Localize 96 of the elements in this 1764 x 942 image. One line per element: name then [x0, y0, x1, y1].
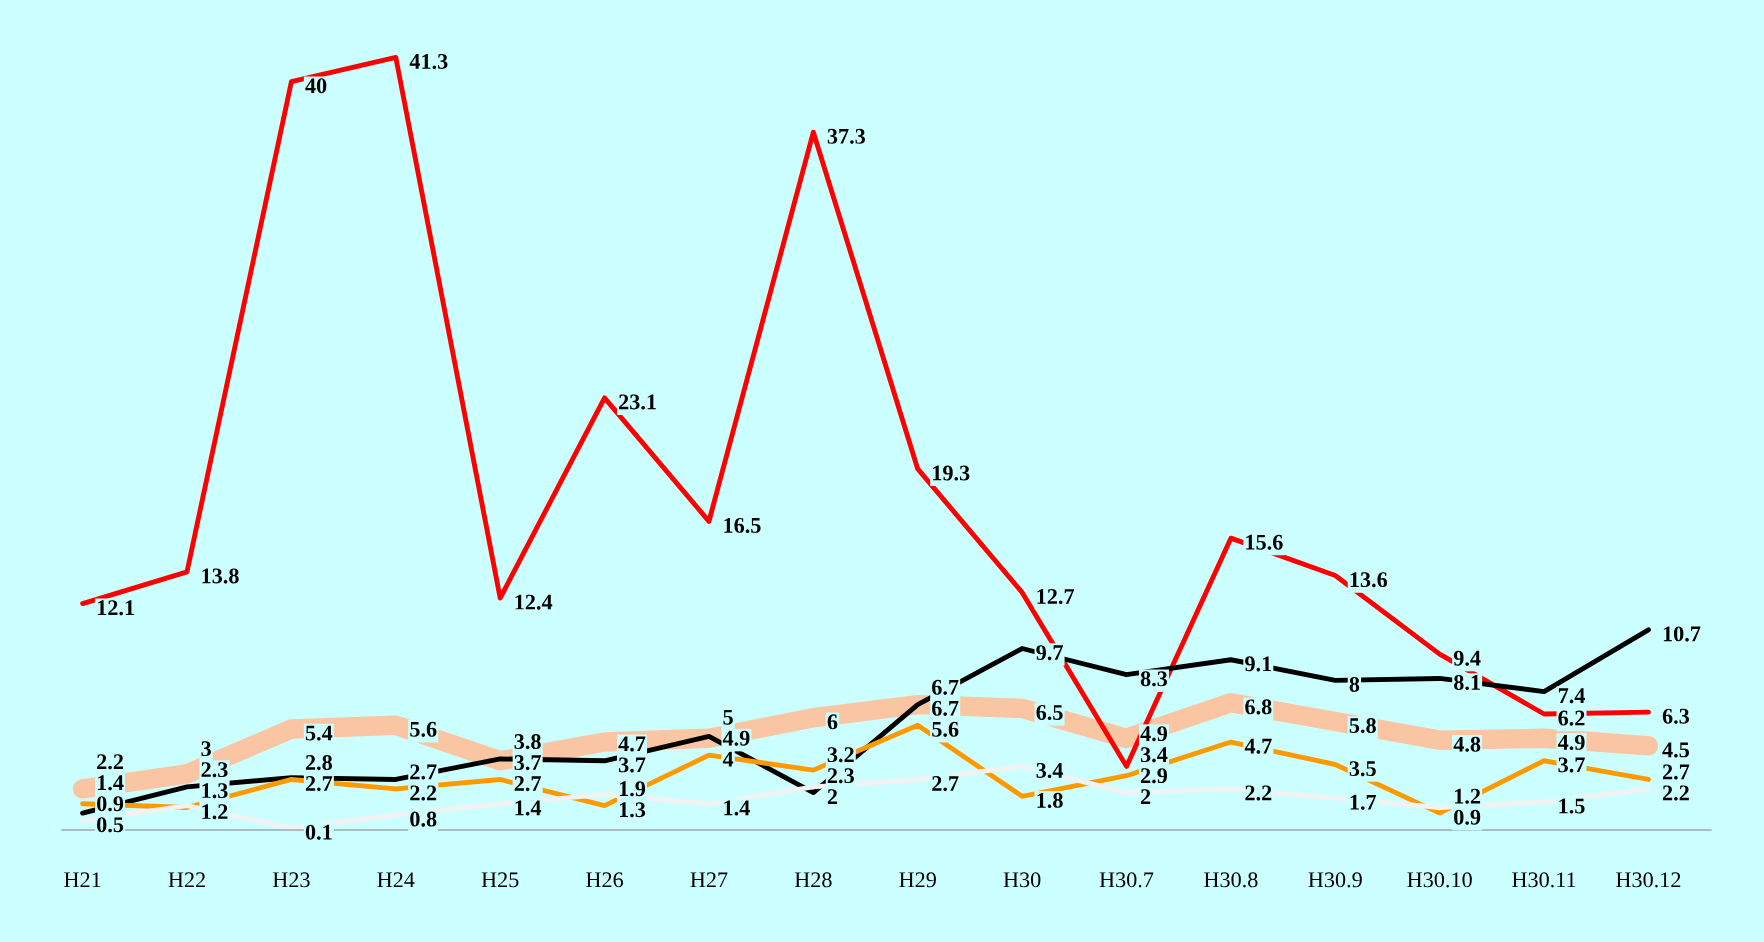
data-label: 2.3 [201, 762, 228, 778]
data-label: 2.7 [1662, 764, 1690, 780]
data-label: 3 [201, 741, 211, 757]
x-tick-label: H29 [899, 872, 936, 888]
data-label: 6 [827, 714, 838, 730]
data-label: 0.9 [1454, 809, 1481, 825]
data-label: 5.4 [305, 725, 333, 741]
data-label: 6.2 [1558, 710, 1585, 726]
data-label: 41.3 [409, 54, 448, 70]
data-label: 1.3 [202, 783, 228, 799]
data-label: 12.4 [515, 594, 553, 610]
data-label: 3.5 [1349, 761, 1376, 777]
data-label: 3.8 [514, 734, 541, 750]
data-label: 40 [305, 78, 327, 94]
data-label: 6.3 [1662, 708, 1690, 724]
x-tick-label: H30 [1003, 872, 1041, 888]
data-label: 1.2 [202, 804, 228, 820]
data-label: 1.7 [1350, 794, 1377, 810]
data-label: 0.8 [410, 811, 437, 827]
x-tick-label: H24 [377, 872, 415, 888]
data-label: 4.7 [618, 736, 646, 752]
data-label: 2.7 [305, 776, 333, 792]
data-label: 4.9 [1140, 726, 1168, 742]
data-label: 9.7 [1036, 645, 1063, 661]
x-tick-label: H21 [64, 872, 101, 888]
data-label: 2.7 [410, 764, 437, 780]
x-tick-label: H28 [794, 872, 832, 888]
data-label: 4.9 [722, 730, 750, 746]
data-label: 2.2 [1662, 785, 1689, 801]
data-label: 1.4 [515, 800, 542, 816]
data-label: 4.8 [1453, 736, 1481, 752]
data-label: 8.1 [1453, 675, 1480, 691]
x-tick-label: H23 [272, 872, 310, 888]
data-label: 0.1 [305, 824, 332, 840]
data-label: 9.4 [1453, 650, 1481, 666]
data-label: 2.7 [514, 776, 541, 792]
x-tick-label: H26 [586, 872, 624, 888]
data-label: 12.1 [97, 600, 134, 616]
data-label: 4.5 [1662, 742, 1689, 758]
data-label: 37.3 [827, 128, 866, 144]
data-label: 7.4 [1558, 688, 1585, 704]
data-label: 4 [722, 751, 734, 767]
x-tick-label: H27 [690, 872, 728, 888]
data-label: 3.7 [618, 757, 646, 773]
data-label: 2 [1141, 789, 1151, 804]
data-label: 4.9 [1557, 734, 1585, 750]
data-label: 3.7 [1558, 757, 1585, 773]
data-label: 13.8 [202, 568, 239, 584]
data-label: 1.3 [619, 802, 646, 818]
data-label: 3.2 [827, 747, 854, 763]
data-label: 15.6 [1246, 534, 1283, 550]
x-tick-label: H30.7 [1099, 872, 1154, 888]
data-label: 0.9 [97, 796, 124, 812]
data-label: 8.3 [1140, 671, 1168, 687]
data-label: 2.2 [410, 785, 437, 801]
data-label: 12.7 [1037, 589, 1075, 605]
data-label: 13.6 [1350, 572, 1388, 588]
data-label: 6.8 [1245, 699, 1272, 715]
data-label: 9.1 [1245, 656, 1272, 672]
data-label: 2.3 [827, 768, 854, 784]
data-label: 2.9 [1141, 768, 1168, 784]
x-tick-label: H30.8 [1204, 872, 1258, 888]
data-label: 3.7 [514, 755, 541, 771]
data-label: 1.8 [1037, 792, 1063, 808]
data-label: 3.4 [1140, 747, 1168, 763]
data-label: 1.4 [724, 800, 750, 816]
data-label: 23.1 [619, 394, 656, 410]
data-label: 8 [1349, 676, 1360, 692]
x-tick-label: H30.10 [1407, 872, 1472, 888]
data-label: 2.8 [305, 755, 333, 771]
data-label: 2.2 [97, 754, 124, 770]
data-label: 1.2 [1455, 788, 1481, 804]
data-label: 2.2 [1245, 785, 1272, 801]
data-label: 6.7 [932, 679, 959, 695]
data-label: 10.7 [1663, 626, 1701, 642]
data-label: 1.5 [1559, 798, 1585, 814]
data-label: 1.4 [97, 775, 124, 791]
x-tick-label: H22 [168, 872, 205, 888]
data-label: 2.7 [932, 776, 959, 792]
data-label: 6.7 [932, 700, 959, 716]
data-label: 6.5 [1036, 705, 1063, 721]
data-label: 5.6 [410, 721, 437, 737]
data-label: 16.5 [724, 517, 761, 533]
data-label: 0.5 [97, 817, 124, 833]
data-label: 1.9 [619, 781, 646, 797]
data-label: 3.4 [1036, 763, 1064, 779]
data-label: 5 [723, 709, 733, 725]
data-label: 2 [827, 789, 838, 804]
x-tick-label: H30.12 [1616, 872, 1681, 888]
x-tick-label: H25 [481, 872, 519, 888]
x-tick-label: H30.11 [1512, 872, 1576, 888]
data-label: 5.6 [932, 721, 959, 737]
data-label: 4.7 [1244, 738, 1272, 754]
data-label: 5.8 [1349, 718, 1376, 734]
data-label: 19.3 [933, 465, 970, 481]
x-tick-label: H30.9 [1308, 872, 1362, 888]
